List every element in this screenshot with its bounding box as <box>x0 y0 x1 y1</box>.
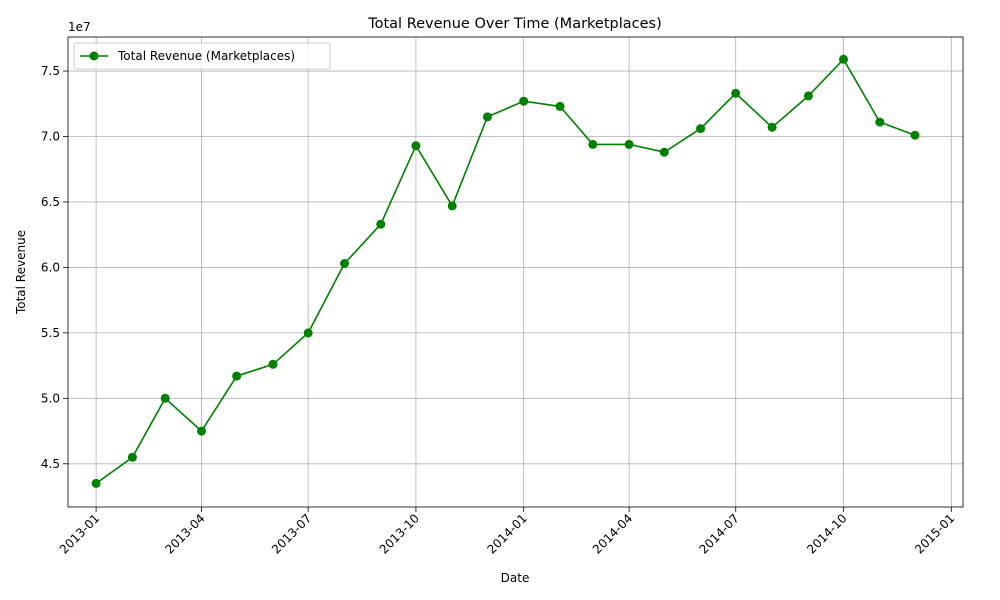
data-point <box>127 452 137 462</box>
y-tick-label: 5.5 <box>41 326 60 340</box>
y-tick-label: 7.5 <box>41 64 60 78</box>
chart-title: Total Revenue Over Time (Marketplaces) <box>367 16 662 32</box>
data-point <box>555 101 565 111</box>
data-point <box>875 117 885 127</box>
legend-marker-swatch <box>89 51 99 61</box>
data-point <box>588 139 598 149</box>
y-tick-label: 4.5 <box>41 457 60 471</box>
data-point <box>482 112 492 122</box>
data-point <box>803 91 813 101</box>
data-point <box>376 219 386 229</box>
data-point <box>160 393 170 403</box>
data-point <box>839 54 848 64</box>
legend: Total Revenue (Marketplaces) <box>73 42 331 70</box>
x-axis-label: Date <box>501 571 530 585</box>
data-point <box>731 88 741 98</box>
legend-box <box>73 42 331 70</box>
data-point <box>910 130 920 140</box>
data-point <box>411 141 421 151</box>
y-axis-offset-label: 1e7 <box>68 20 91 34</box>
y-axis-ticks: 4.5 5.0 5.5 6.0 6.5 7.0 7.5 <box>41 64 68 471</box>
data-point <box>624 139 634 149</box>
plot-area-frame <box>67 36 964 508</box>
data-point <box>659 147 669 157</box>
series-layer <box>91 54 920 488</box>
series-line <box>95 57 916 485</box>
data-point <box>447 201 457 211</box>
y-tick-label: 7.0 <box>41 129 60 143</box>
data-point <box>303 328 313 338</box>
y-tick-label: 6.0 <box>41 260 60 274</box>
data-point <box>767 122 777 132</box>
legend-entry-label: Total Revenue (Marketplaces) <box>117 49 295 63</box>
data-point <box>519 96 529 106</box>
data-point <box>696 124 706 134</box>
data-point <box>268 359 278 369</box>
data-point <box>232 371 242 381</box>
y-tick-label: 5.0 <box>41 391 60 405</box>
data-point <box>197 426 206 436</box>
data-point <box>91 478 101 488</box>
y-tick-label: 6.5 <box>41 195 60 209</box>
grid-lines <box>68 37 963 507</box>
data-point <box>340 259 349 268</box>
y-axis-label: Total Revenue <box>14 230 28 315</box>
